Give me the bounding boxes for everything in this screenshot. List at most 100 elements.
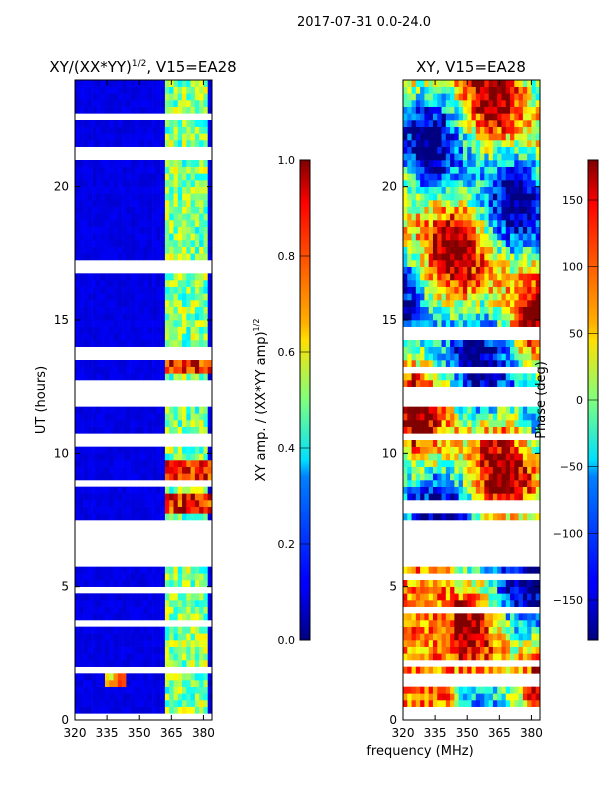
heatmap-cell <box>518 566 524 574</box>
heatmap-cell <box>480 566 485 574</box>
heatmap-cell <box>462 306 468 314</box>
heatmap-cell <box>169 226 174 234</box>
heatmap-cell <box>458 700 464 707</box>
heatmap-cell <box>194 233 200 241</box>
heatmap-cell <box>173 566 179 574</box>
heatmap-cell <box>535 293 540 301</box>
heatmap-cell <box>87 580 93 587</box>
heatmap-cell <box>177 673 183 681</box>
heatmap-cell <box>454 373 459 381</box>
heatmap-cell <box>122 106 127 114</box>
heatmap-cell <box>441 246 447 254</box>
heatmap-cell <box>505 613 511 621</box>
heatmap-cell <box>87 446 93 454</box>
heatmap-cell <box>411 166 417 174</box>
heatmap-cell <box>169 466 174 474</box>
heatmap-cell <box>501 620 507 627</box>
heatmap-cell <box>79 660 84 667</box>
colorbar1-label-exp: 1/2 <box>252 319 261 332</box>
heatmap-cell <box>527 233 532 241</box>
heatmap-cell <box>415 113 421 121</box>
heatmap-cell <box>518 406 524 414</box>
heatmap-cell <box>173 333 179 341</box>
heatmap-cell <box>96 173 101 181</box>
heatmap-cell <box>432 246 438 254</box>
heatmap-cell <box>87 593 93 601</box>
heatmap-cell <box>126 273 131 281</box>
heatmap-cell <box>169 193 174 201</box>
heatmap-cell <box>445 153 451 161</box>
heatmap-cell <box>169 486 174 494</box>
heatmap-cell <box>104 700 110 707</box>
heatmap-cell <box>182 366 187 374</box>
heatmap-cell <box>467 100 472 107</box>
heatmap-cell <box>411 600 417 607</box>
heatmap-cell <box>475 260 481 267</box>
heatmap-cell <box>147 680 153 687</box>
heatmap-cell <box>104 413 110 421</box>
heatmap-cell <box>169 246 174 254</box>
heatmap-cell <box>173 120 179 127</box>
heatmap-cell <box>169 126 174 134</box>
heatmap-cell <box>100 206 106 214</box>
heatmap-cell <box>96 226 101 234</box>
heatmap-cell <box>407 346 412 354</box>
heatmap-cell <box>139 513 144 521</box>
heatmap-cell <box>458 180 464 187</box>
heatmap-cell <box>173 86 179 94</box>
heatmap-cell <box>186 106 191 114</box>
heatmap-cell <box>445 460 451 467</box>
heatmap-cell <box>497 200 502 207</box>
heatmap-cell <box>480 460 485 467</box>
heatmap-cell <box>527 566 532 574</box>
heatmap-cell <box>454 226 459 234</box>
heatmap-cell <box>420 93 425 101</box>
heatmap-cell <box>450 346 455 354</box>
heatmap-cell <box>403 153 408 161</box>
heatmap-cell <box>113 100 119 107</box>
heatmap-cell <box>527 580 532 587</box>
heatmap-cell <box>194 473 200 481</box>
heatmap-cell <box>420 360 425 367</box>
heatmap-cell <box>87 413 93 421</box>
heatmap-cell <box>182 273 187 281</box>
heatmap-cell <box>531 360 537 367</box>
heatmap-cell <box>428 413 434 421</box>
heatmap-cell <box>147 426 153 434</box>
heatmap-cell <box>143 506 149 514</box>
heatmap-cell <box>407 580 412 587</box>
heatmap-cell <box>437 466 442 474</box>
heatmap-cell <box>527 126 532 134</box>
heatmap-cell <box>437 420 442 427</box>
heatmap-cell <box>194 700 200 707</box>
heatmap-cell <box>199 340 204 347</box>
heatmap-cell <box>164 693 170 701</box>
heatmap-cell <box>186 333 191 341</box>
heatmap-cell <box>117 120 123 127</box>
heatmap-cell <box>139 360 144 367</box>
heatmap-cell <box>488 206 494 214</box>
heatmap-cell <box>203 126 209 134</box>
heatmap-cell <box>109 580 114 587</box>
heatmap-cell <box>522 633 528 641</box>
heatmap-cell <box>186 493 191 501</box>
heatmap-cell <box>190 373 196 381</box>
heatmap-cell <box>497 186 502 194</box>
heatmap-cell <box>514 413 519 421</box>
heatmap-cell <box>203 300 209 307</box>
heatmap-cell <box>522 200 528 207</box>
heatmap-cell <box>83 466 89 474</box>
heatmap-cell <box>488 220 494 227</box>
heatmap-cell <box>497 360 502 367</box>
heatmap-cell <box>143 486 149 494</box>
heatmap-cell <box>194 506 200 514</box>
heatmap-cell <box>527 426 532 434</box>
heatmap-cell <box>104 426 110 434</box>
heatmap-cell <box>164 253 170 261</box>
heatmap-cell <box>420 420 425 427</box>
heatmap-cell <box>458 266 464 274</box>
heatmap-cell <box>462 120 468 127</box>
heatmap-cell <box>134 640 140 647</box>
heatmap-cell <box>87 193 93 201</box>
heatmap-cell <box>403 140 408 147</box>
